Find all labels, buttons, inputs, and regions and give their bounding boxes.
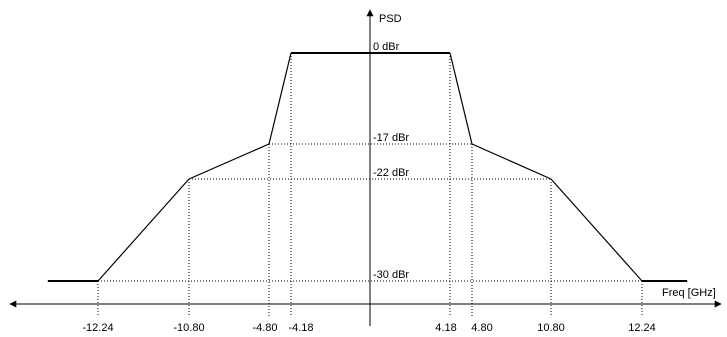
x-tick-label-5: 4.80 bbox=[471, 322, 492, 334]
series-0-segment-2 bbox=[188, 143, 270, 180]
series-0-segment-6 bbox=[471, 143, 552, 180]
series-layer bbox=[47, 52, 688, 282]
x-tick-label-7: 12.24 bbox=[628, 322, 656, 334]
y-level-label-1: -17 dBr bbox=[373, 132, 409, 144]
x-tick-label-4: 4.18 bbox=[435, 322, 456, 334]
y-level-label-2: -22 dBr bbox=[373, 167, 409, 179]
x-axis-label: Freq [GHz] bbox=[662, 287, 716, 299]
labels-layer: PSD Freq [GHz] 0 dBr -17 dBr -22 dBr -30 dBr -… bbox=[82, 13, 715, 334]
x-tick-label-2: -4.80 bbox=[252, 322, 277, 334]
axes-layer bbox=[9, 9, 722, 326]
y-level-label-3: -30 dBr bbox=[373, 269, 409, 281]
series-0-segment-7 bbox=[550, 178, 643, 282]
x-tick-label-3: -4.18 bbox=[288, 322, 313, 334]
x-tick-label-0: -12.24 bbox=[82, 322, 113, 334]
x-tick-label-6: 10.80 bbox=[537, 322, 565, 334]
series-0-segment-3 bbox=[268, 52, 292, 145]
y-axis-label: PSD bbox=[379, 13, 402, 25]
x-tick-label-1: -10.80 bbox=[173, 322, 204, 334]
series-0-segment-5 bbox=[449, 52, 473, 145]
series-0-segment-1 bbox=[97, 178, 190, 282]
y-level-label-0: 0 dBr bbox=[373, 41, 400, 53]
